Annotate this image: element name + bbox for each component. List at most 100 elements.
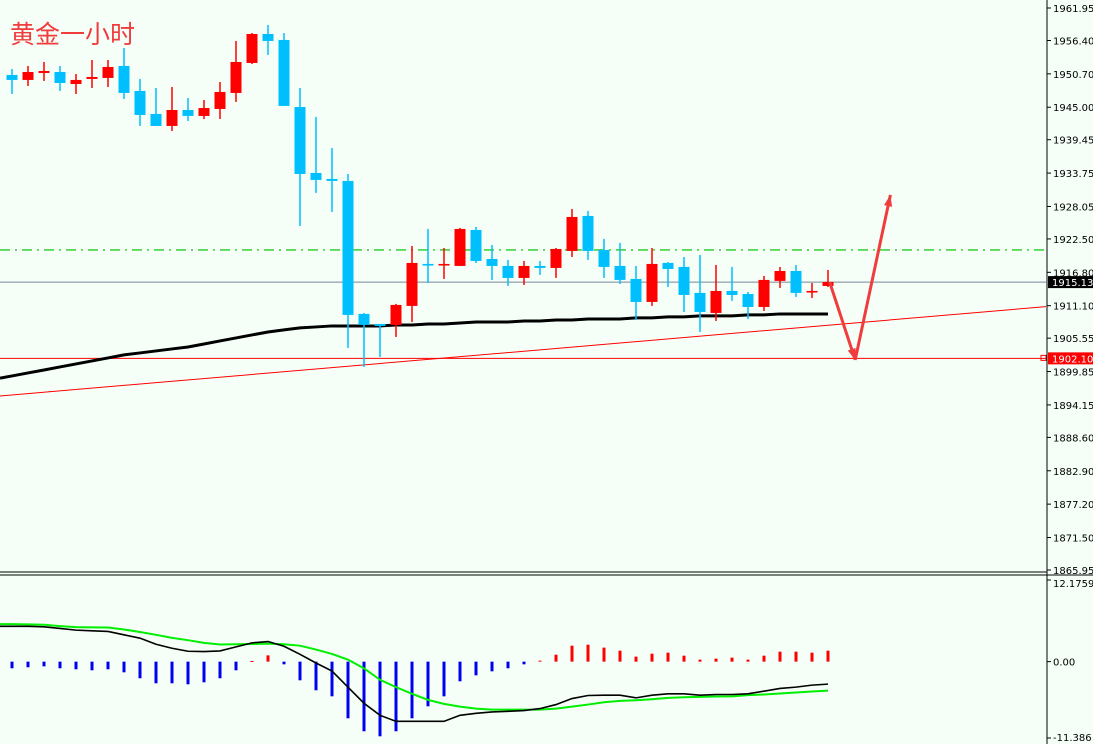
- price-tick-label: 1871.50: [1053, 534, 1093, 545]
- candle: [102, 59, 114, 87]
- price-tick-label: 1945.00: [1053, 103, 1093, 114]
- macd-histogram-bar: [730, 657, 734, 662]
- candle-body: [726, 290, 738, 295]
- forecast-arrow-segment: [828, 281, 857, 361]
- candle: [662, 261, 674, 287]
- candle-body: [470, 229, 482, 261]
- macd-histogram-bar: [474, 661, 478, 676]
- candle: [582, 210, 594, 260]
- candle-body: [534, 265, 546, 268]
- macd-axis: 12.1759 0.00 -11.386: [1047, 579, 1093, 744]
- candle-body: [342, 180, 354, 315]
- support-price-label: 1902.10: [1052, 354, 1093, 365]
- macd-histogram-bar: [186, 661, 190, 685]
- candle: [182, 97, 194, 121]
- candle: [518, 260, 530, 285]
- candle-body: [246, 33, 258, 63]
- macd-histogram-bar: [250, 660, 254, 662]
- candle: [550, 247, 562, 278]
- candle-body: [454, 228, 466, 266]
- macd-histogram-bar: [810, 652, 814, 662]
- candle-body: [38, 70, 50, 73]
- candle: [214, 81, 226, 119]
- candle: [326, 147, 338, 212]
- bid-price-box: [1048, 276, 1093, 289]
- candle-body: [774, 270, 786, 281]
- macd-histogram-bar: [26, 661, 30, 668]
- candle-body: [374, 323, 386, 326]
- macd-histogram-bar: [746, 659, 750, 662]
- candle: [6, 69, 18, 94]
- chart-title: 黄金一小时: [10, 20, 136, 49]
- candle-body: [358, 313, 370, 325]
- candle-body: [118, 65, 130, 93]
- candle-body: [406, 262, 418, 306]
- candle: [454, 227, 466, 266]
- candle-body: [678, 266, 690, 295]
- macd-histogram-bar: [154, 661, 158, 684]
- macd-histogram-bar: [570, 645, 574, 662]
- macd-histogram-bar: [234, 661, 238, 671]
- candle-body: [310, 172, 322, 180]
- candle-body: [230, 61, 242, 93]
- candle-body: [438, 263, 450, 266]
- macd-histogram-bar: [346, 661, 350, 719]
- macd-histogram-bar: [170, 661, 174, 684]
- candle-body: [694, 292, 706, 312]
- candle: [774, 266, 786, 288]
- macd-histogram-bar: [410, 661, 414, 719]
- price-tick-label: 1939.45: [1053, 136, 1093, 147]
- candle: [310, 116, 322, 193]
- macd-histogram-bar: [330, 661, 334, 697]
- candle: [438, 247, 450, 279]
- candle-body: [822, 281, 834, 286]
- candle-body: [630, 278, 642, 302]
- macd-histogram-bar: [202, 661, 206, 683]
- macd-histogram-bar: [522, 661, 526, 665]
- candle: [470, 226, 482, 263]
- macd-histogram-bar: [650, 653, 654, 662]
- macd-histogram-bar: [602, 647, 606, 662]
- candle-body: [582, 215, 594, 251]
- candle-body: [710, 290, 722, 313]
- candle: [54, 65, 66, 91]
- macd-histogram-bar: [634, 656, 638, 662]
- candle: [822, 269, 834, 287]
- candle: [374, 323, 386, 357]
- candle-body: [758, 279, 770, 307]
- support-line-handle[interactable]: [1040, 354, 1047, 361]
- moving-average-line: [0, 312, 828, 380]
- candle-body: [6, 74, 18, 80]
- candle-body: [182, 109, 194, 116]
- macd-histogram-bar: [490, 661, 494, 672]
- candle: [726, 266, 738, 301]
- macd-tick-label: -11.386: [1053, 733, 1092, 744]
- macd-histogram-bar: [682, 655, 686, 662]
- candle: [118, 47, 130, 99]
- macd-histogram-bar: [10, 661, 14, 669]
- macd-histogram-bar: [506, 661, 510, 669]
- candle-body: [422, 263, 434, 266]
- price-tick-label: 1956.40: [1053, 36, 1093, 47]
- candle: [198, 99, 210, 119]
- candle: [486, 244, 498, 280]
- candle-body: [262, 33, 274, 41]
- trendline[interactable]: [0, 306, 1047, 397]
- macd-histogram-bar: [298, 661, 302, 681]
- candle: [70, 73, 82, 94]
- macd-histogram-bar: [106, 661, 110, 670]
- macd-histogram-bar: [458, 661, 462, 682]
- price-axis: 1961.95 1956.40 1950.70 1945.00 1939.45 1933.…: [1047, 4, 1093, 577]
- macd-histogram-bar: [426, 661, 430, 707]
- candle: [22, 65, 34, 86]
- candle-body: [150, 113, 162, 126]
- price-tick-label: 1899.85: [1053, 368, 1093, 379]
- candle: [646, 247, 658, 306]
- macd-histogram-bar: [666, 652, 670, 662]
- candle-body: [22, 71, 34, 80]
- candle: [86, 59, 98, 88]
- candle: [246, 32, 258, 64]
- macd-histogram-bar: [698, 659, 702, 662]
